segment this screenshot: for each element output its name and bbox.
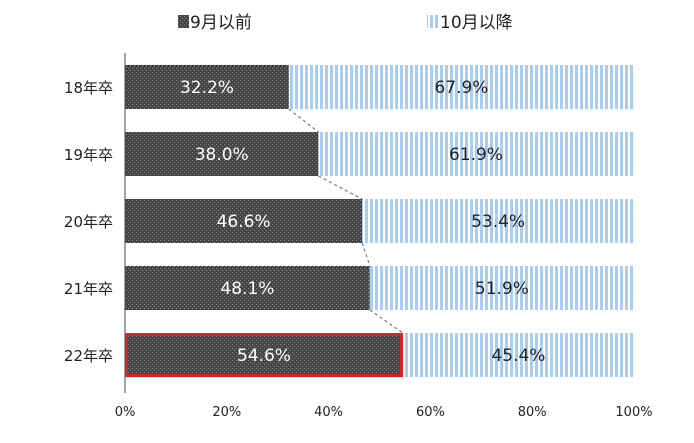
bar-before-sept — [125, 199, 363, 243]
bar-after-oct — [402, 333, 634, 377]
bar-label-before-sept: 32.2% — [180, 78, 234, 98]
connector-line — [369, 309, 404, 334]
x-tick-label: 40% — [314, 405, 343, 420]
connector-line — [288, 108, 319, 133]
bar-before-sept — [125, 333, 403, 377]
bar-after-oct — [369, 266, 634, 310]
legend: 9月以前 10月以降 — [178, 13, 513, 33]
bar-before-sept — [125, 132, 319, 176]
bar-before-sept — [125, 65, 289, 109]
bar-label-after-oct: 61.9% — [449, 145, 503, 165]
bar-after-oct — [288, 65, 634, 109]
x-tick-label: 20% — [212, 405, 241, 420]
category-label: 21年卒 — [64, 280, 113, 298]
bar-label-after-oct: 45.4% — [491, 346, 545, 366]
legend-swatch-after-oct — [427, 15, 438, 28]
bar-label-after-oct: 67.9% — [434, 78, 488, 98]
connector-lines — [288, 108, 404, 334]
bar-label-before-sept: 38.0% — [195, 145, 249, 165]
x-tick-label: 80% — [518, 405, 547, 420]
bars — [125, 65, 634, 377]
bar-after-oct — [362, 199, 634, 243]
bar-label-after-oct: 51.9% — [475, 279, 529, 299]
bar-label-before-sept: 48.1% — [220, 279, 274, 299]
category-label: 20年卒 — [64, 213, 113, 231]
legend-swatch-before-sept — [178, 15, 189, 28]
x-tick-label: 100% — [615, 405, 652, 420]
highlight-outline — [125, 333, 403, 377]
bar-label-after-oct: 53.4% — [471, 212, 525, 232]
category-labels: 18年卒 19年卒 20年卒 21年卒 22年卒 — [64, 79, 113, 365]
connector-line — [361, 242, 371, 267]
bar-labels: 32.2% 67.9% 38.0% 61.9% 46.6% 53.4% 48.1% 51.9%… — [180, 78, 546, 366]
bar-after-oct — [318, 132, 634, 176]
category-label: 22年卒 — [64, 347, 113, 365]
x-tick-label: 60% — [416, 405, 445, 420]
legend-item-after-oct: 10月以降 — [427, 13, 513, 33]
category-label: 18年卒 — [64, 79, 113, 97]
x-axis-ticks: 0% 20% 40% 60% 80% 100% — [115, 405, 653, 420]
category-label: 19年卒 — [64, 146, 113, 164]
bar-label-before-sept: 46.6% — [217, 212, 271, 232]
legend-label-before-sept: 9月以前 — [190, 13, 252, 33]
bar-label-before-sept: 54.6% — [237, 346, 291, 366]
connector-line — [318, 175, 363, 200]
x-tick-label: 0% — [115, 405, 136, 420]
bar-before-sept — [125, 266, 370, 310]
legend-item-before-sept: 9月以前 — [178, 13, 252, 33]
legend-label-after-oct: 10月以降 — [440, 13, 513, 33]
